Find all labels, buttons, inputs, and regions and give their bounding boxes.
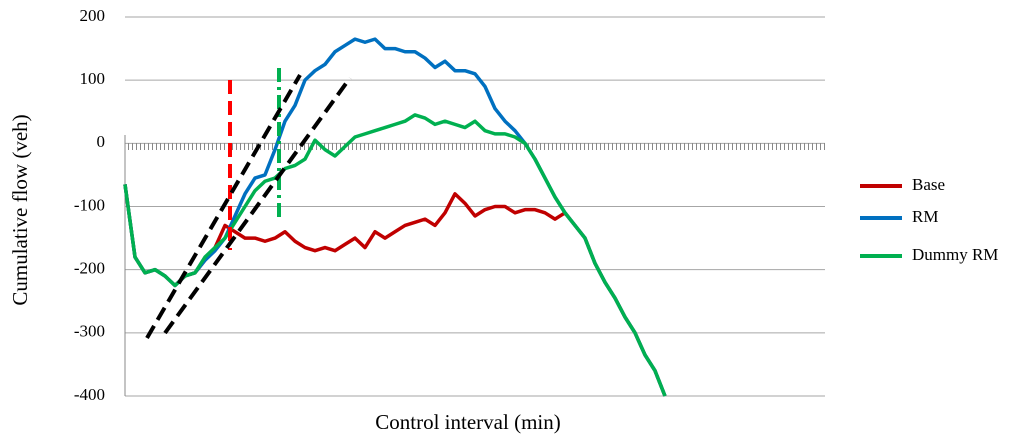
legend-label: Base bbox=[912, 175, 945, 194]
y-tick-label: 0 bbox=[97, 132, 106, 151]
legend-label: Dummy RM bbox=[912, 245, 998, 264]
series-line bbox=[123, 113, 667, 397]
y-axis-title: Cumulative flow (veh) bbox=[8, 114, 32, 305]
lines bbox=[123, 37, 667, 397]
series-line bbox=[123, 184, 667, 397]
y-tick-label: -300 bbox=[74, 322, 105, 341]
y-tick-label: 100 bbox=[80, 69, 106, 88]
trend-line-1 bbox=[145, 73, 302, 340]
y-tick-label: -100 bbox=[74, 195, 105, 214]
annotations bbox=[145, 68, 352, 340]
y-tick-label: -200 bbox=[74, 259, 105, 278]
y-tick-label: -400 bbox=[74, 385, 105, 404]
y-tick-label: 200 bbox=[80, 6, 106, 25]
legend: Base RM Dummy RM bbox=[860, 175, 998, 264]
trend-line-2 bbox=[163, 76, 352, 335]
x-axis-minor-ticks bbox=[125, 143, 825, 150]
x-axis-title: Control interval (min) bbox=[375, 410, 560, 434]
legend-label: RM bbox=[912, 207, 938, 226]
series-line bbox=[123, 37, 667, 397]
